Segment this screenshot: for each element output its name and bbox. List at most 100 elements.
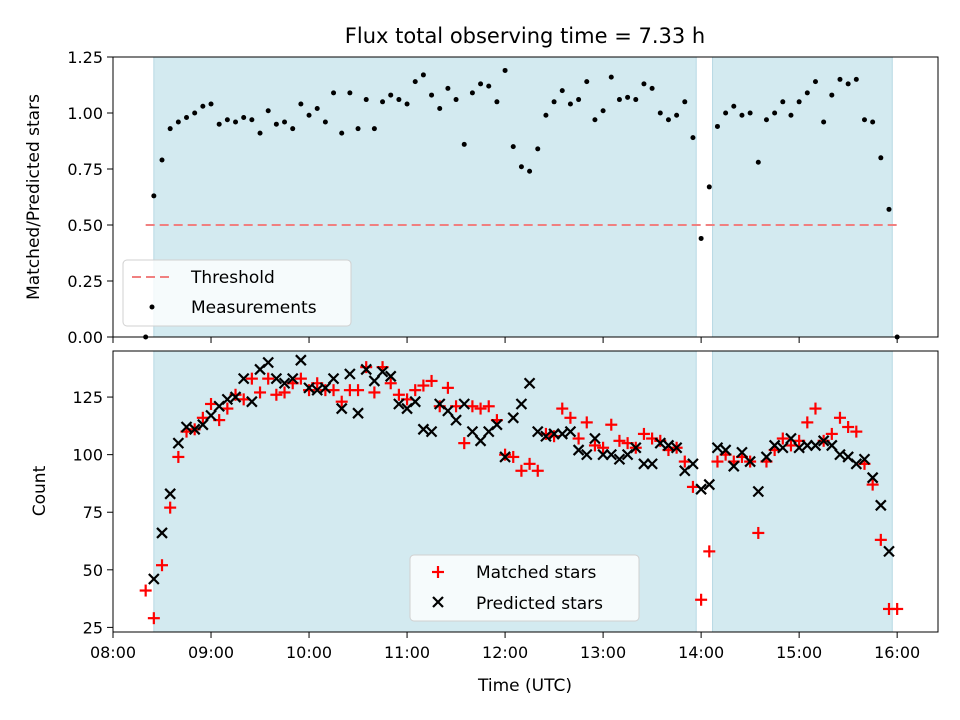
predicted-marker-stroke [507,412,520,424]
top-y-tick-label: 1.25 [67,48,103,67]
measurement-point [763,117,769,123]
measurement-point [812,79,818,85]
predicted-star-marker [507,412,520,424]
matched-star-marker [850,425,863,438]
matched-star-marker [686,480,699,493]
predicted-star-marker [515,398,528,410]
predicted-marker-stroke [540,430,552,442]
measurement-point [886,206,892,212]
matched-star-marker [156,559,169,572]
bottom-points [139,354,904,625]
predicted-star-marker [744,455,756,468]
predicted-marker-stroke [515,398,528,410]
predicted-marker-stroke [474,435,487,447]
measurement-point [339,130,345,136]
predicted-star-marker [785,432,797,445]
x-axis-label: Time (UTC) [477,676,572,696]
measurement-point [412,79,418,85]
predicted-marker-stroke [409,395,422,408]
measurement-point [216,121,222,127]
predicted-star-marker [466,425,479,438]
measurement-point [404,101,410,107]
matched-star-marker [548,430,561,443]
predicted-star-marker [719,444,732,456]
predicted-marker-stroke [572,444,585,456]
predicted-marker-stroke [442,405,454,417]
measurement-point [551,99,557,105]
measurement-point [478,81,484,87]
measurement-point [355,126,361,132]
predicted-marker-stroke [826,439,838,452]
measurement-point [314,106,320,112]
bottom-x-ticks: 08:00 09:00 10:00 11:00 12:00 13:00 14:00 15:00… [90,632,920,662]
predicted-marker-stroke [670,441,683,454]
matched-star-marker [866,478,879,491]
predicted-star-marker [311,384,323,396]
bottom-y-tick-label: 100 [72,446,103,465]
matched-star-marker [482,400,495,413]
predicted-star-marker [376,365,389,378]
matched-star-marker [580,416,593,429]
measurement-point [273,121,279,127]
legend-matched-label: Matched stars [476,563,596,583]
predicted-star-marker [695,483,707,495]
matched-star-marker [891,602,904,615]
predicted-marker-stroke [711,441,724,454]
predicted-star-marker [246,395,258,408]
matched-star-marker [205,397,218,410]
predicted-star-marker [858,453,871,466]
measurement-point [714,123,720,129]
top-y-tick-label: 0.25 [67,272,103,291]
predicted-marker-stroke [164,488,176,500]
measurement-point [559,88,565,94]
predicted-marker-stroke [523,377,536,390]
predicted-star-marker [303,382,315,394]
matched-star-marker [221,402,234,415]
predicted-star-marker [499,451,511,463]
predicted-star-marker [768,439,781,452]
measurement-point [543,112,549,118]
measurement-point [527,168,533,174]
measurement-point [837,76,843,82]
measurement-point [192,110,198,116]
predicted-marker-stroke [589,432,601,445]
predicted-star-marker [834,448,846,461]
measurement-point [788,112,794,118]
measurement-point [878,155,884,161]
measurement-point [265,108,271,114]
measurement-point [371,126,377,132]
predicted-marker-stroke [360,363,372,376]
measurement-point [151,193,157,199]
predicted-star-marker [866,471,879,484]
predicted-marker-stroke [531,425,544,438]
measurement-point [429,92,435,98]
predicted-star-marker [450,414,462,426]
predicted-star-marker [164,488,176,500]
predicted-marker-stroke [188,423,201,436]
measurement-point [665,117,671,123]
predicted-marker-stroke [809,439,822,452]
matched-star-marker [466,400,479,413]
measurement-point [682,99,688,105]
matched-star-marker [556,402,569,415]
measurement-point [298,101,304,107]
predicted-star-marker [327,372,340,385]
measurement-point [535,146,541,152]
x-tick-label: 14:00 [678,643,724,662]
top-legend-frame [122,259,352,327]
predicted-marker-stroke [662,439,675,452]
matched-star-marker [695,593,708,606]
predicted-marker-stroke [719,444,732,456]
predicted-star-marker [752,485,765,498]
matched-star-marker [474,402,487,415]
measurement-point [755,159,761,165]
predicted-star-marker [826,439,838,452]
measurement-point [731,103,737,109]
measurement-point [772,110,778,116]
predicted-marker-stroke [352,407,364,419]
predicted-star-marker [417,423,430,436]
predicted-marker-stroke [246,395,258,408]
matched-star-marker [605,418,618,431]
measurement-point [870,119,876,125]
predicted-star-marker [613,453,626,466]
